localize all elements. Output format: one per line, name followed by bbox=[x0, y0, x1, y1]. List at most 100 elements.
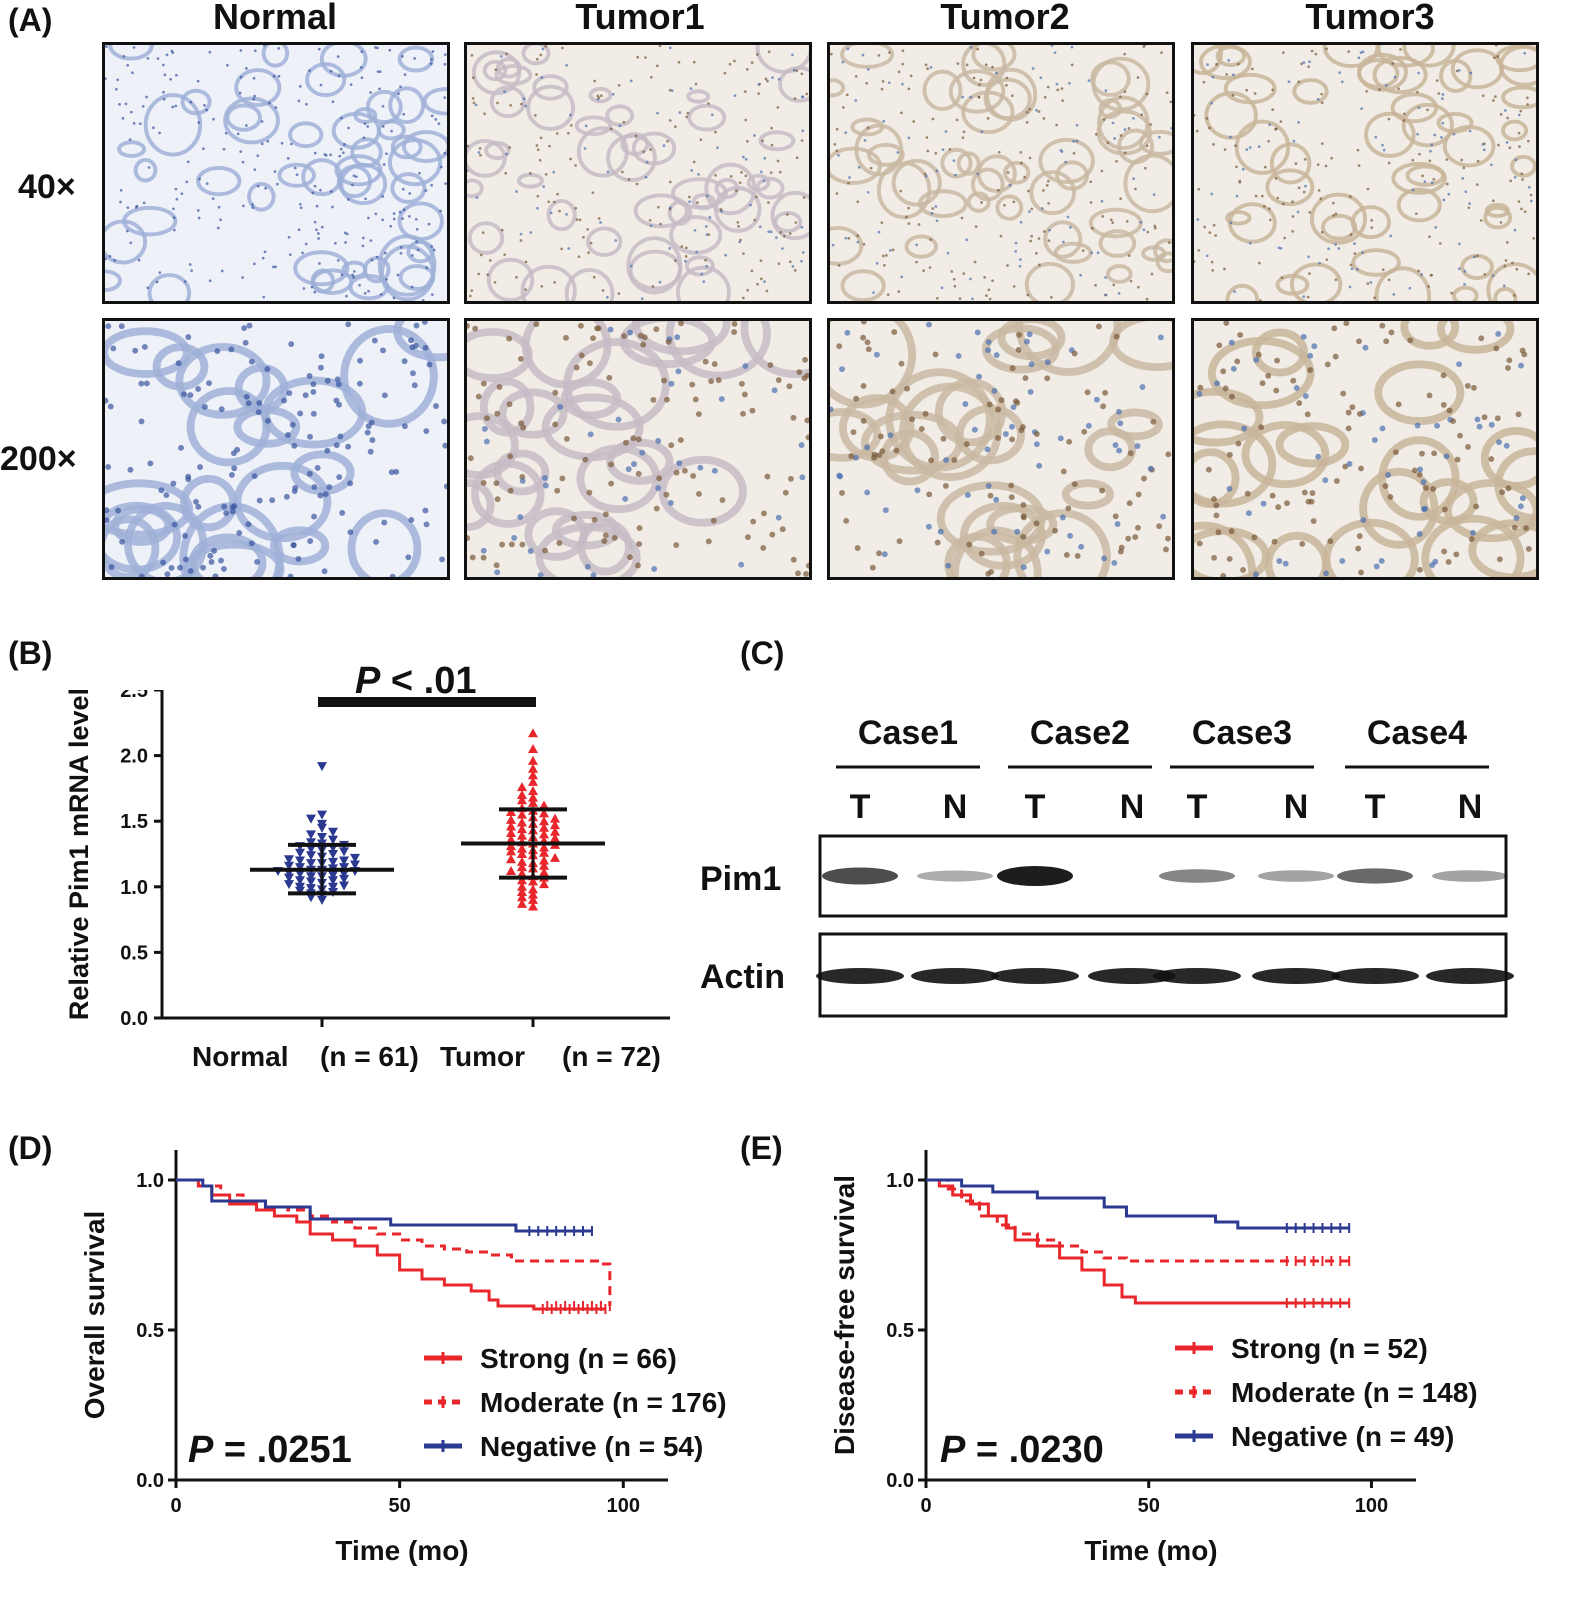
legend-label: Moderate (n = 148) bbox=[1231, 1377, 1478, 1408]
cell-nucleus bbox=[1381, 143, 1384, 147]
cell-nucleus bbox=[477, 151, 481, 154]
cell-nucleus bbox=[862, 242, 866, 246]
gland-structure bbox=[620, 132, 650, 157]
tumor-data-point bbox=[517, 843, 527, 853]
cell-nucleus bbox=[743, 90, 747, 93]
cell-nucleus bbox=[1066, 215, 1070, 219]
cell-nucleus bbox=[1519, 495, 1526, 502]
cell-nucleus bbox=[775, 514, 782, 521]
gland-structure bbox=[1199, 45, 1252, 81]
cell-nucleus bbox=[869, 166, 873, 170]
cell-nucleus bbox=[677, 60, 681, 64]
cell-nucleus bbox=[390, 129, 393, 133]
cell-nucleus bbox=[880, 87, 884, 91]
cell-nucleus bbox=[1441, 548, 1448, 555]
cell-nucleus bbox=[710, 517, 717, 524]
cell-nucleus bbox=[443, 53, 447, 56]
cell-nucleus bbox=[252, 76, 256, 80]
cell-nucleus bbox=[787, 475, 794, 482]
cell-nucleus bbox=[710, 113, 714, 117]
cell-nucleus bbox=[338, 154, 342, 158]
cell-nucleus bbox=[803, 570, 809, 577]
cell-nucleus bbox=[318, 353, 325, 360]
cell-nucleus bbox=[590, 572, 597, 577]
gland-structure bbox=[1141, 245, 1167, 262]
gland-structure bbox=[105, 327, 191, 378]
y-tick-label: 1.5 bbox=[120, 811, 148, 833]
cell-nucleus bbox=[1291, 215, 1295, 218]
cell-nucleus bbox=[287, 235, 291, 239]
histology-texture bbox=[467, 321, 809, 577]
cell-nucleus bbox=[410, 370, 416, 377]
cell-nucleus bbox=[734, 189, 738, 193]
cell-nucleus bbox=[1300, 333, 1307, 340]
cell-nucleus bbox=[1223, 321, 1230, 326]
cell-nucleus bbox=[256, 184, 260, 188]
gland-structure bbox=[334, 154, 383, 187]
normal-data-point bbox=[295, 869, 305, 879]
cell-nucleus bbox=[345, 443, 352, 450]
tumor-data-point bbox=[539, 860, 549, 870]
cell-nucleus bbox=[877, 230, 881, 234]
cell-nucleus bbox=[539, 136, 543, 140]
cell-nucleus bbox=[1302, 393, 1309, 399]
cell-nucleus bbox=[1212, 223, 1216, 227]
cell-nucleus bbox=[761, 139, 764, 143]
cell-nucleus bbox=[105, 77, 107, 81]
cell-nucleus bbox=[336, 474, 343, 480]
cell-nucleus bbox=[208, 559, 215, 565]
gland-structure bbox=[1123, 153, 1172, 214]
cell-nucleus bbox=[286, 157, 290, 160]
cell-nucleus bbox=[1271, 88, 1275, 92]
cell-nucleus bbox=[738, 380, 745, 387]
pim1-band bbox=[1337, 868, 1413, 884]
cell-nucleus bbox=[381, 125, 385, 128]
cell-nucleus bbox=[138, 380, 145, 387]
cell-nucleus bbox=[347, 126, 350, 130]
cell-nucleus bbox=[1510, 261, 1514, 265]
legend-label: Negative (n = 49) bbox=[1231, 1421, 1454, 1452]
normal-data-point bbox=[339, 847, 349, 857]
cell-nucleus bbox=[1497, 143, 1500, 147]
cell-nucleus bbox=[738, 181, 742, 185]
cell-nucleus bbox=[1423, 180, 1427, 184]
cell-nucleus bbox=[978, 550, 985, 557]
cell-nucleus bbox=[795, 156, 799, 160]
cell-nucleus bbox=[1012, 200, 1016, 204]
cell-nucleus bbox=[665, 338, 672, 345]
cell-nucleus bbox=[185, 334, 192, 340]
cell-nucleus bbox=[1153, 224, 1157, 228]
cell-nucleus bbox=[1094, 283, 1097, 287]
cell-nucleus bbox=[837, 473, 844, 480]
cell-nucleus bbox=[1453, 551, 1460, 558]
cell-nucleus bbox=[1195, 129, 1199, 133]
cell-nucleus bbox=[1149, 123, 1153, 126]
cell-nucleus bbox=[1457, 68, 1461, 72]
cell-nucleus bbox=[704, 225, 708, 228]
gland-structure bbox=[830, 408, 882, 462]
cell-nucleus bbox=[1469, 71, 1473, 75]
cell-nucleus bbox=[203, 103, 206, 107]
cell-nucleus bbox=[861, 53, 865, 57]
cell-nucleus bbox=[964, 492, 971, 499]
cell-nucleus bbox=[882, 507, 889, 514]
cell-nucleus bbox=[1235, 194, 1239, 198]
cell-nucleus bbox=[950, 270, 954, 273]
gland-structure bbox=[880, 429, 940, 486]
cell-nucleus bbox=[1220, 572, 1227, 577]
cell-nucleus bbox=[172, 207, 175, 211]
cell-nucleus bbox=[969, 277, 972, 281]
cell-nucleus bbox=[1458, 267, 1461, 271]
gland-structure bbox=[1207, 336, 1315, 410]
cell-nucleus bbox=[1349, 233, 1353, 237]
histology-image bbox=[827, 318, 1175, 580]
cell-nucleus bbox=[1022, 375, 1029, 381]
cell-nucleus bbox=[831, 243, 835, 247]
cell-nucleus bbox=[1033, 431, 1040, 437]
cell-nucleus bbox=[175, 197, 179, 201]
cell-nucleus bbox=[185, 180, 189, 184]
gland-structure bbox=[633, 193, 689, 229]
cell-nucleus bbox=[1353, 252, 1357, 255]
normal-data-point bbox=[284, 861, 294, 871]
cell-nucleus bbox=[889, 388, 896, 395]
